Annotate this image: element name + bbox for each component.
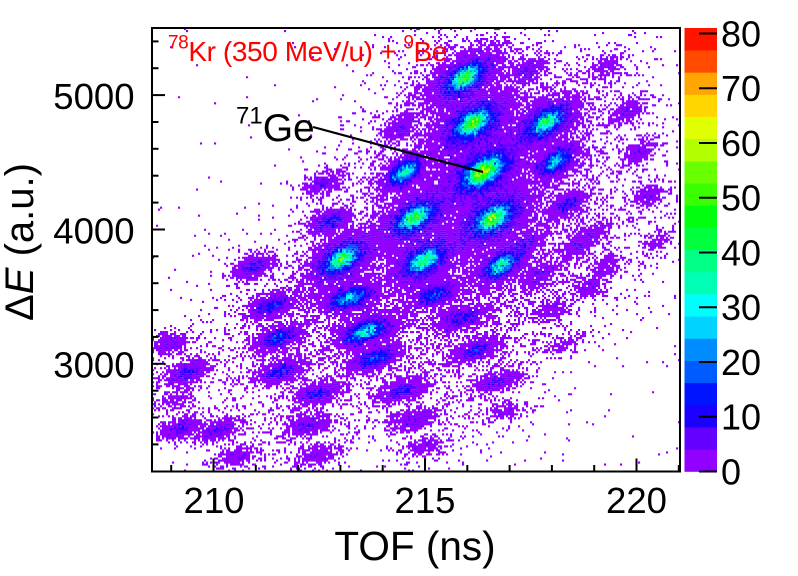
svg-text:20: 20: [721, 342, 761, 383]
svg-text:30: 30: [721, 287, 761, 328]
svg-text:215: 215: [395, 480, 456, 521]
svg-text:5000: 5000: [53, 76, 134, 117]
svg-text:60: 60: [721, 123, 761, 164]
svg-text:220: 220: [606, 480, 667, 521]
svg-text:3000: 3000: [53, 345, 134, 386]
svg-text:TOF (ns): TOF (ns): [334, 523, 495, 569]
svg-text:210: 210: [184, 480, 245, 521]
svg-text:4000: 4000: [53, 210, 134, 251]
svg-text:71Ge: 71Ge: [236, 103, 315, 150]
svg-text:40: 40: [721, 232, 761, 273]
svg-text:10: 10: [721, 397, 761, 438]
svg-text:80: 80: [721, 13, 761, 54]
svg-text:50: 50: [721, 178, 761, 219]
svg-text:0: 0: [721, 451, 741, 492]
svg-text:70: 70: [721, 68, 761, 109]
svg-text:ΔE (a.u.): ΔE (a.u.): [0, 163, 42, 321]
svg-text:78Kr (350 MeV/u) + 9Be: 78Kr (350 MeV/u) + 9Be: [168, 33, 447, 68]
